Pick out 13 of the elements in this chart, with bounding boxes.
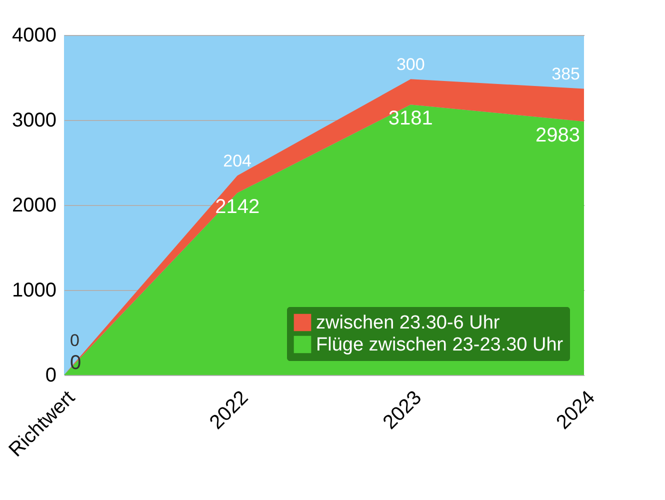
- y-tick-label: 2000: [12, 194, 56, 216]
- legend-label: Flüge zwischen 23-23.30 Uhr: [316, 334, 564, 356]
- legend-label: zwischen 23.30-6 Uhr: [316, 312, 500, 334]
- data-label: 3181: [388, 108, 433, 130]
- y-tick-label: 1000: [12, 280, 56, 302]
- data-label: 300: [396, 55, 425, 74]
- data-label: 0: [70, 331, 80, 350]
- y-tick-label: 3000: [12, 110, 56, 132]
- data-label: 385: [552, 64, 580, 84]
- y-tick-label: 0: [45, 364, 56, 386]
- y-tick-label: 4000: [12, 24, 56, 46]
- data-label: 204: [223, 152, 252, 171]
- data-label: 2983: [536, 124, 580, 146]
